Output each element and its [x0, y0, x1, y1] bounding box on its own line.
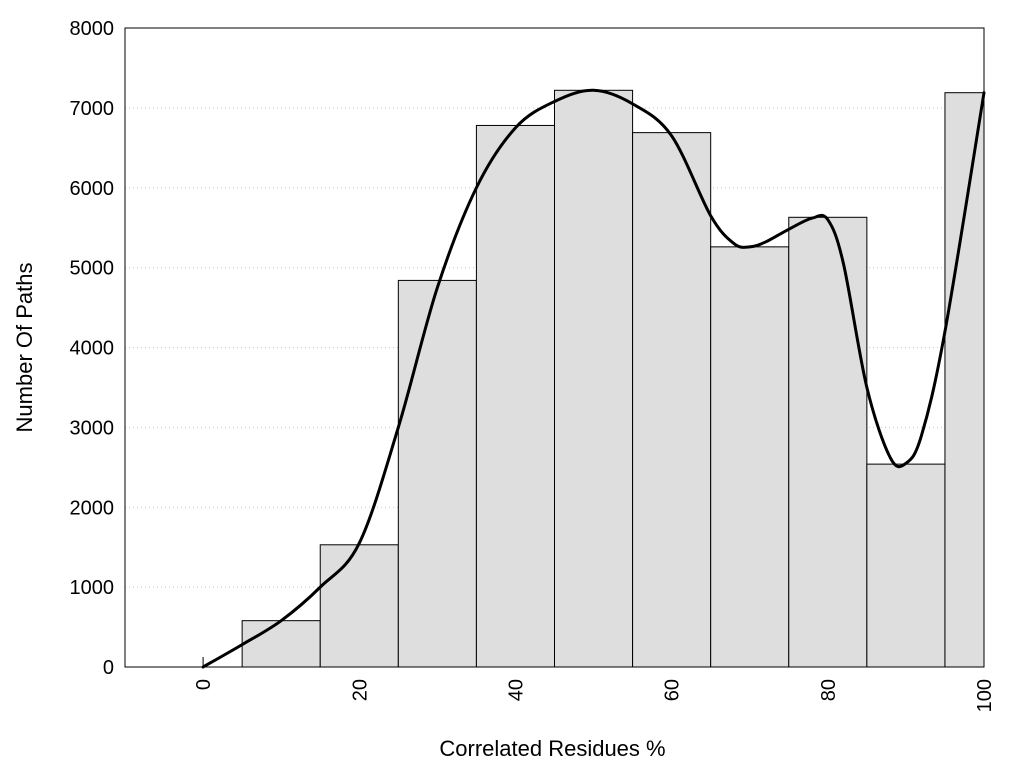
- histogram-bars: [241, 89, 985, 668]
- y-tick-label: 1000: [70, 577, 115, 599]
- y-tick-label: 2000: [70, 497, 115, 519]
- x-tick-label: 80: [818, 679, 840, 701]
- histogram-bar: [788, 216, 868, 668]
- x-tick-label: 100: [974, 679, 996, 712]
- histogram-bar: [241, 620, 321, 668]
- density-curve: [201, 88, 986, 669]
- histogram-bar: [944, 92, 985, 668]
- y-tick-labels: 0 1000 2000 3000 4000 5000 6000 7000 8000: [70, 18, 115, 679]
- y-tick-label: 7000: [70, 98, 115, 120]
- y-tick-label: 5000: [70, 258, 115, 280]
- histogram-bar: [866, 463, 946, 668]
- plot-frame: [124, 27, 985, 668]
- histogram-bar: [475, 124, 555, 668]
- x-tick-label: 60: [662, 679, 684, 701]
- density-curve-layer: [201, 88, 986, 669]
- histogram-bar: [397, 279, 477, 668]
- y-tick-label: 0: [103, 657, 114, 679]
- histogram-bar: [710, 246, 790, 668]
- y-tick-label: 3000: [70, 417, 115, 439]
- x-tick-labels: 0 20 40 60 80 100: [193, 679, 996, 712]
- y-tick-label: 4000: [70, 338, 115, 360]
- x-tick-label: 0: [193, 679, 215, 690]
- y-tick-label: 8000: [70, 18, 115, 40]
- histogram-bar: [554, 89, 634, 668]
- y-tick-label: 6000: [70, 178, 115, 200]
- histogram-bar: [632, 132, 712, 668]
- histogram-bar: [319, 544, 399, 668]
- x-tick-label: 40: [505, 679, 527, 701]
- x-tick-label: 20: [349, 679, 371, 701]
- x-axis-title: Correlated Residues %: [439, 736, 665, 761]
- y-axis-title: Number Of Paths: [12, 263, 37, 433]
